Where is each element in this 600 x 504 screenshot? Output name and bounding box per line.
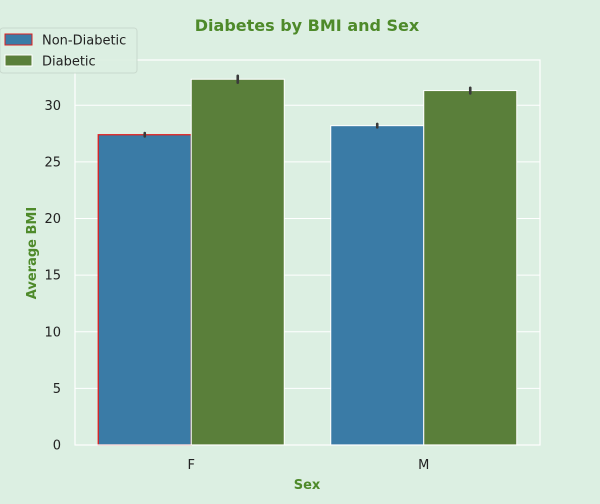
bar-diabetic-m — [423, 90, 518, 446]
legend-label: Diabetic — [42, 55, 96, 70]
legend-box — [0, 27, 138, 74]
bar-non-diabetic-f — [97, 134, 192, 446]
y-tick-label: 30 — [44, 99, 61, 114]
x-axis-label: Sex — [294, 478, 321, 493]
x-tick-label: M — [418, 458, 429, 473]
legend: Non-Diabetic Diabetic — [0, 27, 138, 74]
x-tick-label: F — [188, 458, 195, 473]
legend-label: Non-Diabetic — [42, 34, 126, 49]
y-tick-label: 20 — [44, 212, 61, 227]
y-tick-label: 15 — [44, 269, 61, 284]
bars — [97, 78, 518, 446]
chart-title: Diabetes by BMI and Sex — [195, 16, 420, 35]
y-axis-label: Average BMI — [25, 207, 40, 299]
y-tick-label: 5 — [53, 382, 61, 397]
plot-frame — [74, 59, 541, 446]
bar-non-diabetic-m — [330, 125, 425, 446]
legend-swatch-diabetic — [4, 54, 33, 67]
y-tick-label: 25 — [44, 155, 61, 170]
legend-swatch-non-diabetic — [4, 33, 33, 46]
axes: 0 5 10 15 20 25 30 F M — [44, 59, 541, 473]
error-bars — [143, 74, 472, 138]
bar-diabetic-f — [190, 78, 285, 446]
y-tick-label: 0 — [53, 439, 61, 454]
y-tick-label: 10 — [44, 325, 61, 340]
